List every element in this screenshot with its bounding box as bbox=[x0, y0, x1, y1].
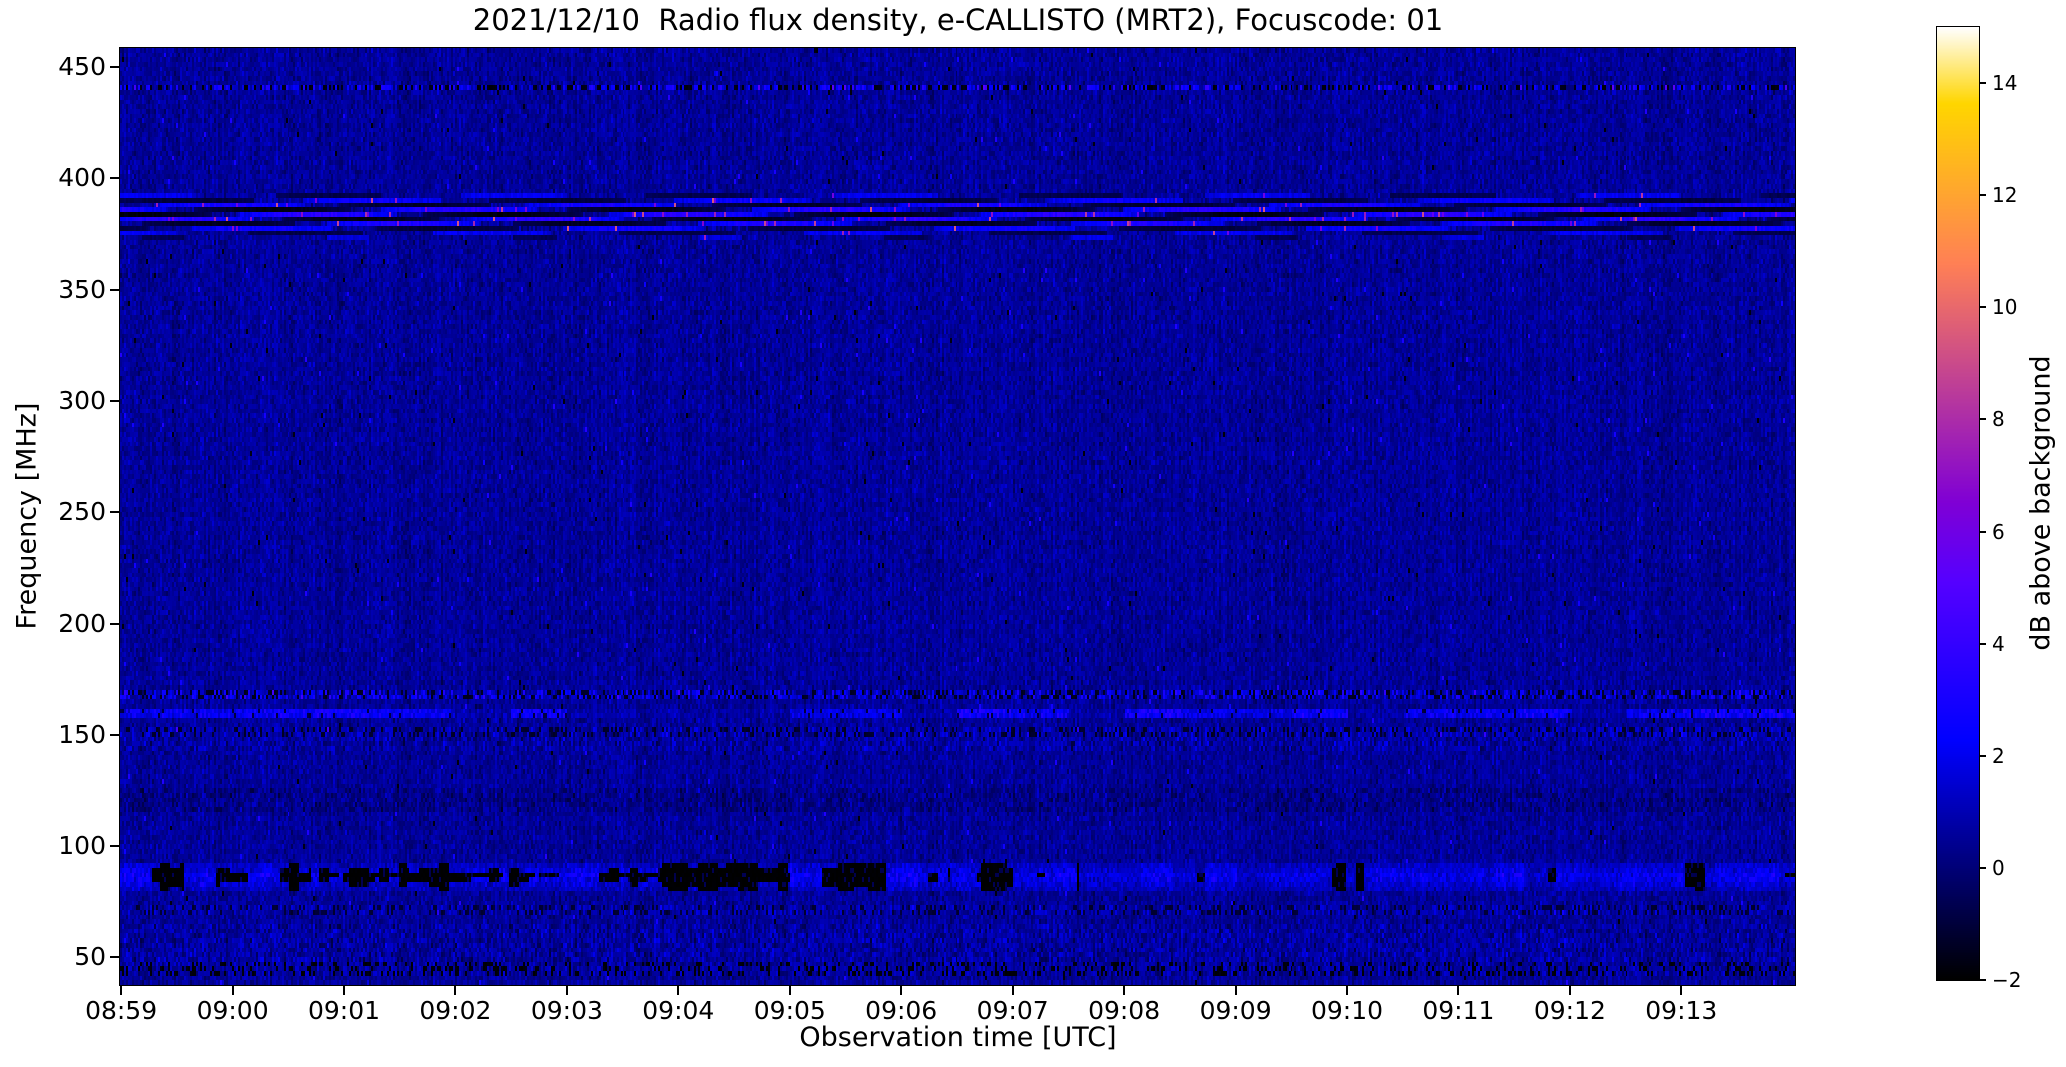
colorbar-gradient bbox=[1937, 27, 1979, 980]
x-tick-mark bbox=[120, 986, 123, 995]
x-tick-label: 09:09 bbox=[1199, 996, 1272, 1025]
colorbar-tick-label: 0 bbox=[1992, 855, 2005, 880]
colorbar-tick-mark bbox=[1979, 642, 1986, 645]
x-tick-mark bbox=[454, 986, 457, 995]
x-tick-label: 09:02 bbox=[419, 996, 492, 1025]
colorbar-tick-label: 4 bbox=[1992, 631, 2005, 656]
plot-area bbox=[119, 47, 1796, 986]
x-tick-mark bbox=[677, 986, 680, 995]
y-tick-mark bbox=[110, 65, 119, 68]
y-tick-label: 350 bbox=[58, 274, 106, 304]
y-axis-label: Frequency [MHz] bbox=[11, 402, 43, 630]
colorbar-label: dB above background bbox=[2025, 355, 2057, 651]
x-tick-label: 09:11 bbox=[1422, 996, 1495, 1025]
x-tick-mark bbox=[1234, 986, 1237, 995]
chart-title: 2021/12/10 Radio flux density, e-CALLIST… bbox=[472, 3, 1444, 37]
y-tick-label: 50 bbox=[74, 942, 106, 972]
colorbar-tick-mark bbox=[1979, 194, 1986, 197]
y-tick-label: 100 bbox=[58, 831, 106, 861]
y-tick-label: 200 bbox=[58, 608, 106, 638]
x-tick-label: 09:04 bbox=[642, 996, 715, 1025]
x-tick-label: 08:59 bbox=[85, 996, 158, 1025]
colorbar-tick-mark bbox=[1979, 979, 1986, 981]
x-axis-label: Observation time [UTC] bbox=[799, 1022, 1117, 1053]
colorbar-tick-mark bbox=[1979, 866, 1986, 869]
spectrogram-heatmap bbox=[120, 48, 1795, 985]
x-tick-mark bbox=[1123, 986, 1126, 995]
x-tick-label: 09:06 bbox=[865, 996, 938, 1025]
x-tick-label: 09:01 bbox=[307, 996, 381, 1025]
x-tick-mark bbox=[900, 986, 903, 995]
y-tick-mark bbox=[110, 733, 119, 736]
x-tick-label: 09:10 bbox=[1310, 996, 1384, 1025]
x-tick-mark bbox=[565, 986, 568, 995]
colorbar-tick-label: 2 bbox=[1992, 743, 2005, 768]
x-tick-mark bbox=[343, 986, 345, 995]
x-tick-mark bbox=[788, 986, 791, 995]
colorbar-tick-mark bbox=[1979, 418, 1986, 421]
colorbar-tick-label: 10 bbox=[1992, 295, 2018, 320]
x-tick-label: 09:05 bbox=[753, 996, 826, 1025]
y-tick-label: 150 bbox=[58, 719, 106, 749]
colorbar-tick-mark bbox=[1979, 530, 1986, 533]
colorbar-tick-mark bbox=[1979, 754, 1986, 757]
y-tick-mark bbox=[110, 399, 119, 402]
colorbar bbox=[1936, 26, 1980, 981]
x-tick-label: 09:00 bbox=[196, 996, 269, 1025]
x-tick-label: 09:13 bbox=[1645, 996, 1718, 1025]
y-tick-label: 400 bbox=[58, 163, 106, 193]
x-tick-mark bbox=[1011, 986, 1014, 995]
x-tick-mark bbox=[1568, 986, 1571, 995]
y-tick-label: 250 bbox=[58, 497, 106, 527]
y-tick-label: 300 bbox=[58, 385, 106, 415]
colorbar-tick-label: 14 bbox=[1992, 71, 2018, 96]
y-tick-mark bbox=[110, 177, 119, 180]
colorbar-tick-label: −2 bbox=[1992, 968, 2022, 992]
x-tick-label: 09:08 bbox=[1088, 996, 1161, 1025]
x-tick-mark bbox=[1457, 986, 1460, 995]
y-tick-mark bbox=[110, 288, 119, 291]
y-tick-mark bbox=[110, 511, 119, 514]
y-tick-mark bbox=[110, 622, 119, 625]
colorbar-tick-label: 12 bbox=[1992, 183, 2018, 208]
y-tick-mark bbox=[110, 956, 119, 959]
colorbar-tick-label: 6 bbox=[1992, 519, 2005, 544]
colorbar-tick-label: 8 bbox=[1992, 407, 2005, 432]
x-tick-label: 09:12 bbox=[1533, 996, 1606, 1025]
x-tick-mark bbox=[231, 986, 234, 995]
y-tick-label: 450 bbox=[58, 51, 106, 81]
x-tick-mark bbox=[1346, 986, 1348, 995]
colorbar-tick-mark bbox=[1979, 82, 1986, 85]
x-tick-label: 09:07 bbox=[976, 996, 1049, 1025]
colorbar-tick-mark bbox=[1979, 306, 1986, 309]
x-tick-label: 09:03 bbox=[530, 996, 603, 1025]
x-tick-mark bbox=[1680, 986, 1683, 995]
y-tick-mark bbox=[110, 845, 119, 848]
